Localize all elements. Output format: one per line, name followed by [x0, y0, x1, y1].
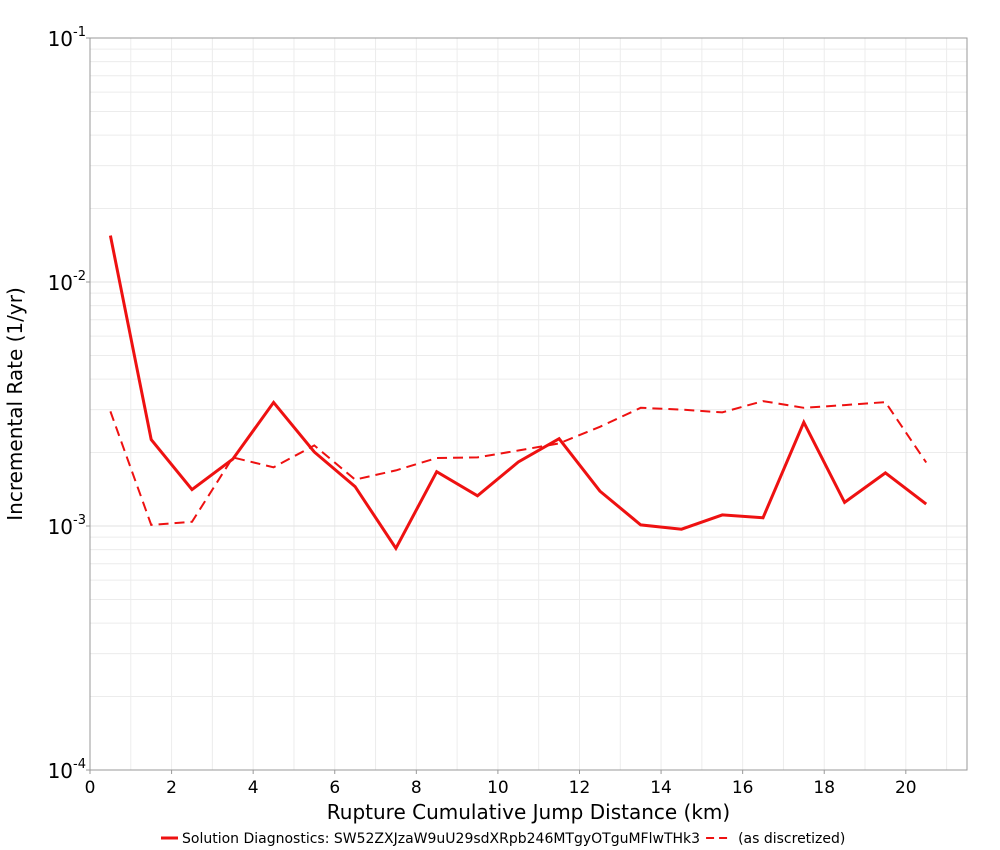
x-tick-label: 6 — [329, 778, 340, 798]
x-tick-label: 8 — [411, 778, 422, 798]
x-tick-label: 2 — [166, 778, 177, 798]
y-axis-title: Incremental Rate (1/yr) — [3, 287, 27, 520]
axes: 0 2 4 6 8 10 12 14 16 18 20 10-1 10-2 10-3 10-4 — [48, 25, 917, 798]
legend-label: Solution Diagnostics: SW52ZXJzaW9uU29sdX… — [182, 831, 700, 847]
legend: Solution Diagnostics: SW52ZXJzaW9uU29sdX… — [161, 831, 845, 847]
series-line-solution — [108, 235, 928, 552]
y-tick-label: 10-4 — [48, 757, 86, 783]
series-layer — [108, 235, 928, 552]
y-tick-label: 10-2 — [48, 269, 86, 295]
y-tick-label: 10-3 — [48, 513, 86, 539]
x-tick-label: 16 — [732, 778, 754, 798]
x-tick-label: 18 — [813, 778, 835, 798]
x-axis-title: Rupture Cumulative Jump Distance (km) — [327, 800, 730, 824]
x-tick-label: 20 — [895, 778, 917, 798]
series-line-discretized — [109, 400, 928, 526]
grid — [90, 37, 967, 771]
x-tick-label: 4 — [248, 778, 259, 798]
plot-frame — [89, 37, 968, 771]
y-tick-label: 10-1 — [48, 25, 86, 51]
x-tick-label: 14 — [650, 778, 672, 798]
legend-label: (as discretized) — [738, 831, 845, 847]
x-tick-label: 0 — [85, 778, 96, 798]
x-tick-label: 10 — [487, 778, 509, 798]
x-tick-label: 12 — [569, 778, 591, 798]
